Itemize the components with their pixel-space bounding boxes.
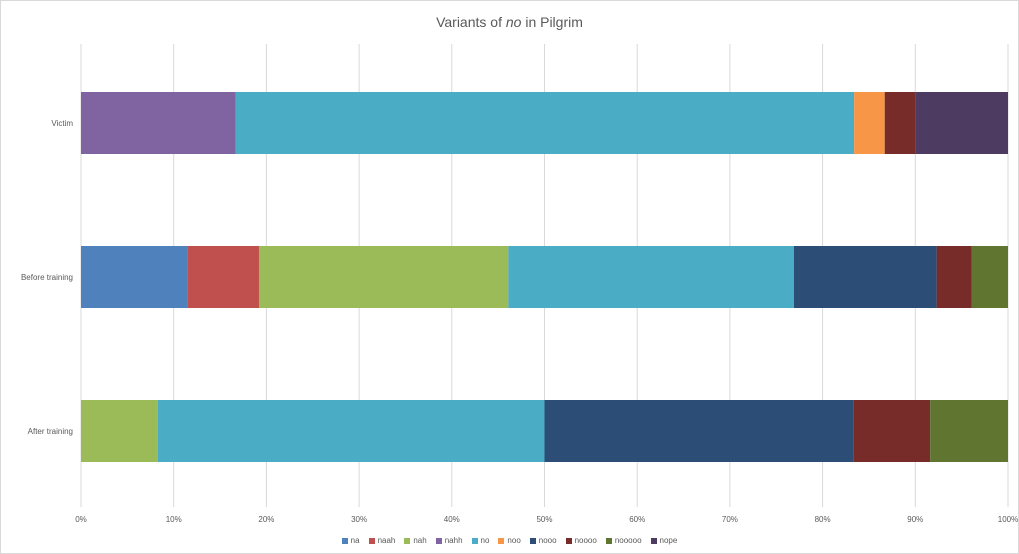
- category-label: After training: [28, 427, 73, 436]
- chart-title: Variants of no in Pilgrim: [0, 14, 1019, 30]
- legend-item: nahh: [435, 536, 463, 545]
- x-tick-label: 20%: [258, 515, 274, 524]
- x-tick-label: 10%: [166, 515, 182, 524]
- legend-item: nooooo: [605, 536, 642, 545]
- bar-segment: [258, 246, 509, 308]
- legend-swatch: [498, 537, 505, 544]
- legend-label: naah: [377, 536, 396, 545]
- legend-item: no: [471, 536, 490, 545]
- legend-label: nooooo: [614, 536, 642, 545]
- bar-segment: [793, 246, 937, 308]
- category-label: Before training: [21, 273, 73, 282]
- chart-title-part: Variants of: [436, 14, 506, 30]
- legend-label: nahh: [444, 536, 463, 545]
- x-tick-label: 50%: [536, 515, 552, 524]
- legend-swatch: [368, 537, 375, 544]
- x-tick-label: 90%: [907, 515, 923, 524]
- x-tick-label: 60%: [629, 515, 645, 524]
- legend-label: nooo: [538, 536, 557, 545]
- x-tick-label: 70%: [722, 515, 738, 524]
- bar-segment: [884, 92, 916, 154]
- legend-swatch: [471, 537, 478, 544]
- bar-segment: [187, 246, 259, 308]
- legend-item: naah: [368, 536, 396, 545]
- bar-segment: [235, 92, 855, 154]
- x-tick-label: 0%: [75, 515, 87, 524]
- legend-label: nah: [413, 536, 427, 545]
- legend-swatch: [605, 537, 612, 544]
- legend-swatch: [435, 537, 442, 544]
- legend-label: na: [350, 536, 360, 545]
- legend-item: nah: [404, 536, 427, 545]
- bar-segment: [508, 246, 794, 308]
- x-tick-label: 30%: [351, 515, 367, 524]
- bar-segment: [936, 246, 972, 308]
- bar-segment: [81, 92, 236, 154]
- legend-item: noooo: [565, 536, 597, 545]
- legend-swatch: [529, 537, 536, 544]
- legend-label: noo: [507, 536, 521, 545]
- legend-swatch: [404, 537, 411, 544]
- category-label: Victim: [51, 119, 73, 128]
- legend-swatch: [341, 537, 348, 544]
- legend-label: noooo: [574, 536, 597, 545]
- bar-segment: [915, 92, 1008, 154]
- bar-segment: [971, 246, 1008, 308]
- legend-item: na: [341, 536, 360, 545]
- legend-label: nope: [659, 536, 678, 545]
- bar-segment: [853, 400, 931, 462]
- bar-segment: [930, 400, 1008, 462]
- legend-item: nope: [650, 536, 678, 545]
- bar-segment: [544, 400, 854, 462]
- legend-item: noo: [498, 536, 521, 545]
- x-tick-label: 40%: [444, 515, 460, 524]
- bar-segment: [81, 400, 158, 462]
- legend-swatch: [565, 537, 572, 544]
- chart-title-part: no: [505, 14, 522, 30]
- chart-legend: na naah nah nahh no noo nooo noooo nooooo nope: [0, 536, 1019, 545]
- legend-label: no: [480, 536, 490, 545]
- x-tick-label: 100%: [998, 515, 1018, 524]
- x-tick-label: 80%: [815, 515, 831, 524]
- legend-swatch: [650, 537, 657, 544]
- bar-segment: [854, 92, 885, 154]
- bar-segment: [157, 400, 545, 462]
- legend-item: nooo: [529, 536, 557, 545]
- chart-title-part: in Pilgrim: [521, 14, 583, 30]
- bar-segment: [81, 246, 188, 308]
